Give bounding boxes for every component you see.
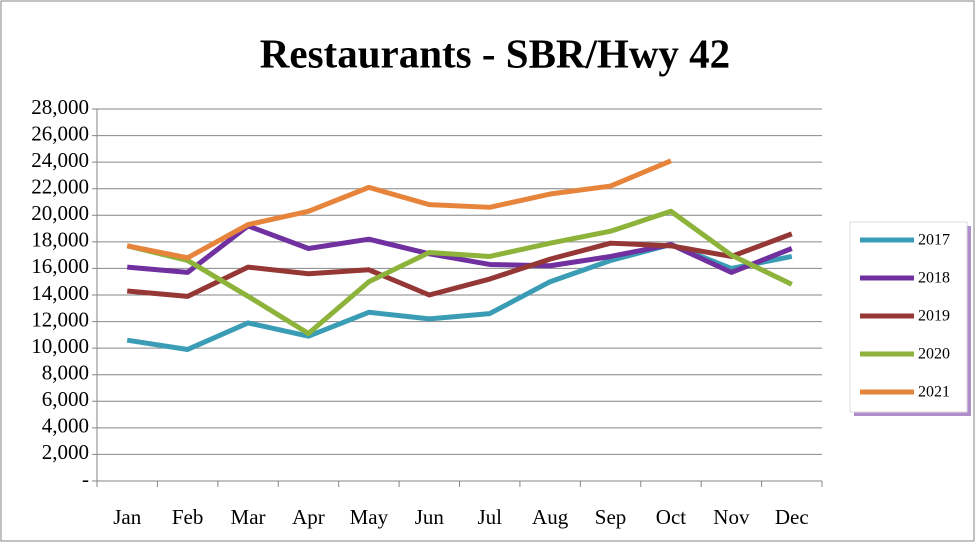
series-line bbox=[126, 158, 672, 261]
y-tick-label: 8,000 bbox=[42, 361, 89, 385]
chart-title: Restaurants - SBR/Hwy 42 bbox=[260, 30, 730, 76]
y-tick-label: 4,000 bbox=[42, 414, 89, 438]
y-tick-label: 10,000 bbox=[31, 334, 89, 358]
x-tick-label: Oct bbox=[656, 505, 686, 529]
legend-label: 2018 bbox=[918, 270, 950, 287]
x-tick-label: Sep bbox=[595, 505, 627, 529]
y-tick-label: 20,000 bbox=[31, 201, 89, 225]
legend-label: 2019 bbox=[918, 308, 950, 325]
y-tick-label: 12,000 bbox=[31, 307, 89, 331]
x-tick-label: May bbox=[350, 505, 389, 529]
y-tick-label: 6,000 bbox=[42, 387, 89, 411]
x-tick-label: Dec bbox=[775, 505, 809, 529]
series-line bbox=[126, 231, 793, 299]
y-tick-label: 24,000 bbox=[31, 148, 89, 172]
y-tick-label: 14,000 bbox=[31, 281, 89, 305]
x-tick-label: Feb bbox=[172, 505, 204, 529]
x-tick-label: Aug bbox=[532, 505, 569, 529]
x-tick-label: Jun bbox=[415, 505, 445, 529]
x-tick-label: Apr bbox=[292, 505, 325, 529]
legend-label: 2020 bbox=[918, 346, 950, 363]
legend-label: 2021 bbox=[918, 384, 950, 401]
x-tick-label: Mar bbox=[231, 505, 266, 529]
y-tick-label: 28,000 bbox=[31, 95, 89, 119]
x-tick-label: Nov bbox=[713, 505, 750, 529]
legend-label: 2017 bbox=[918, 232, 950, 249]
y-tick-label: 22,000 bbox=[31, 175, 89, 199]
x-tick-label: Jul bbox=[477, 505, 502, 529]
series-line bbox=[126, 208, 793, 337]
y-tick-label: 2,000 bbox=[42, 440, 89, 464]
x-tick-label: Jan bbox=[113, 505, 141, 529]
y-tick-label: 26,000 bbox=[31, 121, 89, 145]
y-tick-label: - bbox=[82, 467, 89, 491]
y-tick-label: 16,000 bbox=[31, 254, 89, 278]
y-tick-label: 18,000 bbox=[31, 228, 89, 252]
